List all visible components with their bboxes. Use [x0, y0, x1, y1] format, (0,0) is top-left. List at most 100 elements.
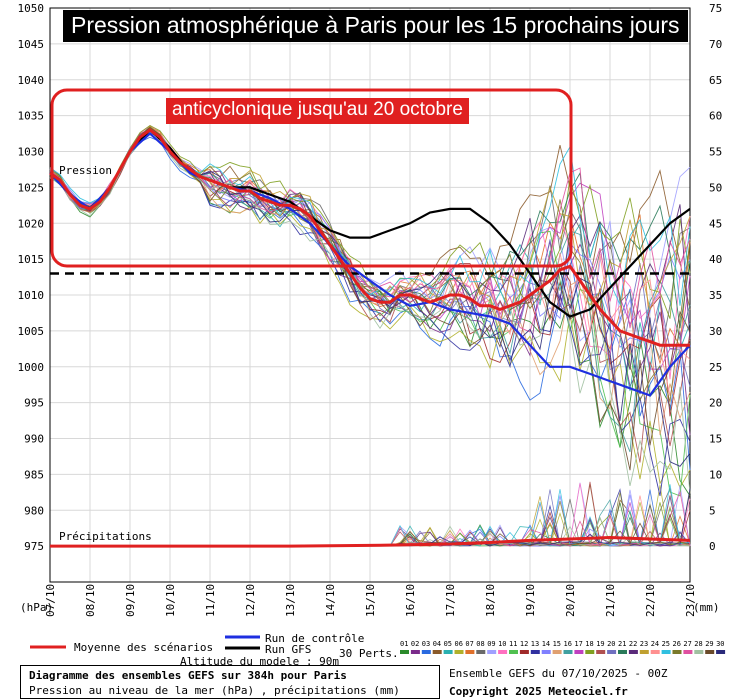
pert-swatch — [530, 650, 540, 654]
pert-number-label: 16 — [564, 640, 572, 648]
precip-tick-label: 65 — [709, 74, 722, 87]
pressure-tick-label: 1005 — [18, 325, 45, 338]
pert-swatch — [400, 650, 409, 654]
precip-tick-label: 55 — [709, 146, 722, 159]
legend-gfs-label: Run GFS — [265, 643, 312, 656]
pressure-tick-label: 975 — [24, 540, 44, 553]
pert-swatch — [694, 650, 704, 654]
x-tick-label: 19/10 — [524, 584, 537, 617]
pressure-tick-label: 1045 — [18, 38, 45, 51]
precip-tick-label: 35 — [709, 289, 722, 302]
pressure-tick-label: 1000 — [18, 361, 45, 374]
pert-swatch — [432, 650, 442, 654]
precip-tick-label: 10 — [709, 468, 722, 481]
precip-series-label: Précipitations — [59, 530, 152, 543]
x-tick-label: 18/10 — [484, 584, 497, 617]
pert-number-label: 05 — [444, 640, 452, 648]
pert-swatch — [650, 650, 660, 654]
pert-swatch — [476, 650, 486, 654]
x-tick-label: 23/10 — [684, 584, 697, 617]
pert-number-label: 27 — [683, 640, 691, 648]
pert-number-label: 23 — [640, 640, 648, 648]
pressure-tick-label: 1010 — [18, 289, 45, 302]
pert-number-label: 18 — [585, 640, 593, 648]
right-axis-unit: (mm) — [693, 601, 720, 614]
pert-swatch — [563, 650, 573, 654]
pert-swatch — [421, 650, 431, 654]
pert-number-label: 03 — [422, 640, 430, 648]
pert-number-label: 17 — [574, 640, 582, 648]
x-tick-label: 22/10 — [644, 584, 657, 617]
pert-number-label: 13 — [531, 640, 539, 648]
pert-number-label: 12 — [520, 640, 528, 648]
x-tick-label: 17/10 — [444, 584, 457, 617]
model-altitude: Altitude du modele : 90m — [180, 655, 339, 668]
pressure-tick-label: 1025 — [18, 181, 45, 194]
precip-tick-label: 20 — [709, 397, 722, 410]
pert-swatch — [574, 650, 584, 654]
pressure-tick-label: 1015 — [18, 253, 45, 266]
pert-swatch — [454, 650, 464, 654]
pert-number-label: 01 — [400, 640, 408, 648]
pert-number-label: 30 — [716, 640, 724, 648]
ensemble-run-info: Ensemble GEFS du 07/10/2025 - 00Z — [449, 667, 668, 680]
pert-swatch — [443, 650, 453, 654]
pert-number-label: 29 — [705, 640, 713, 648]
footer-line2: Pression au niveau de la mer (hPa) , pré… — [29, 684, 400, 697]
pert-swatch — [541, 650, 551, 654]
pert-number-label: 06 — [455, 640, 463, 648]
legend-mean-label: Moyenne des scénarios — [74, 641, 214, 654]
x-tick-label: 07/10 — [44, 584, 57, 617]
pert-number-label: 21 — [618, 640, 626, 648]
pressure-tick-label: 985 — [24, 468, 44, 481]
pert-number-label: 04 — [433, 640, 441, 648]
pert-swatch — [509, 650, 518, 654]
mean-precip-line — [50, 535, 691, 548]
pressure-tick-label: 1050 — [18, 2, 45, 15]
control-run-line — [49, 132, 691, 397]
x-tick-label: 14/10 — [324, 584, 337, 617]
precip-tick-label: 60 — [709, 110, 722, 123]
pert-number-label: 09 — [487, 640, 495, 648]
copyright: Copyright 2025 Meteociel.fr — [449, 685, 628, 698]
pert-number-label: 20 — [607, 640, 615, 648]
footer-description: Diagramme des ensembles GEFS sur 384h po… — [20, 665, 440, 699]
x-tick-label: 15/10 — [364, 584, 377, 617]
pert-number-label: 08 — [476, 640, 484, 648]
plot-border — [49, 7, 691, 583]
footer-line1: Diagramme des ensembles GEFS sur 384h po… — [29, 669, 347, 682]
precip-tick-label: 75 — [709, 2, 722, 15]
pert-swatch — [585, 650, 595, 654]
pert-swatch — [487, 650, 497, 654]
pert-swatch — [498, 650, 508, 654]
pressure-tick-label: 980 — [24, 504, 44, 517]
pressure-tick-label: 995 — [24, 397, 44, 410]
pert-number-label: 07 — [465, 640, 473, 648]
pert-swatch — [683, 650, 693, 654]
pert-number-label: 15 — [553, 640, 561, 648]
pert-swatch — [552, 650, 562, 654]
x-tick-label: 20/10 — [564, 584, 577, 617]
mean-pressure-line — [49, 128, 690, 347]
precip-tick-label: 30 — [709, 325, 722, 338]
pert-swatch — [519, 650, 529, 654]
x-tick-label: 09/10 — [124, 584, 137, 617]
pressure-tick-label: 990 — [24, 433, 44, 446]
pert-number-label: 14 — [542, 640, 550, 648]
pert-swatch — [639, 650, 649, 654]
anticyclone-annotation: anticyclonique jusqu'au 20 octobre — [166, 98, 469, 124]
precip-tick-label: 5 — [709, 504, 716, 517]
pert-swatch — [596, 650, 606, 654]
precip-tick-label: 70 — [709, 38, 722, 51]
legend-perts-label: 30 Perts. — [339, 647, 399, 660]
left-axis-unit: (hPa) — [20, 601, 54, 614]
pert-number-label: 25 — [662, 640, 670, 648]
pert-number-label: 24 — [651, 640, 659, 648]
pert-number-label: 02 — [411, 640, 419, 648]
precip-tick-label: 40 — [709, 253, 722, 266]
precip-tick-label: 45 — [709, 217, 722, 230]
precip-tick-label: 15 — [709, 433, 722, 446]
x-tick-label: 16/10 — [404, 584, 417, 617]
x-tick-label: 11/10 — [204, 584, 217, 617]
pert-number-label: 22 — [629, 640, 637, 648]
